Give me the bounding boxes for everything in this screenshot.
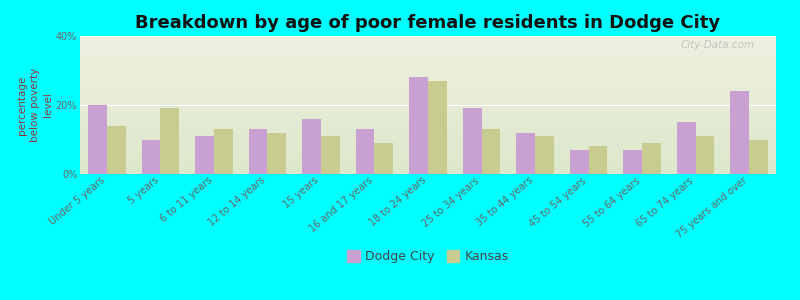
Bar xyxy=(302,119,321,174)
Bar xyxy=(730,91,750,174)
Legend: Dodge City, Kansas: Dodge City, Kansas xyxy=(344,247,512,267)
Bar xyxy=(677,122,696,174)
Bar xyxy=(410,77,428,174)
Y-axis label: percentage
below poverty
level: percentage below poverty level xyxy=(17,68,53,142)
Bar xyxy=(589,146,607,174)
Text: City-Data.com: City-Data.com xyxy=(681,40,755,50)
Bar xyxy=(267,133,286,174)
Bar xyxy=(214,129,233,174)
Bar xyxy=(356,129,374,174)
Title: Breakdown by age of poor female residents in Dodge City: Breakdown by age of poor female resident… xyxy=(135,14,721,32)
Bar xyxy=(462,108,482,174)
Bar xyxy=(106,126,126,174)
Bar xyxy=(516,133,535,174)
Bar xyxy=(428,81,446,174)
Bar xyxy=(249,129,267,174)
Bar xyxy=(696,136,714,174)
Bar xyxy=(482,129,500,174)
Bar xyxy=(535,136,554,174)
Bar xyxy=(570,150,589,174)
Bar xyxy=(88,105,106,174)
Bar xyxy=(195,136,214,174)
Bar xyxy=(642,143,661,174)
Bar xyxy=(321,136,340,174)
Bar xyxy=(142,140,160,174)
Bar xyxy=(623,150,642,174)
Bar xyxy=(750,140,768,174)
Bar xyxy=(160,108,179,174)
Bar xyxy=(374,143,394,174)
